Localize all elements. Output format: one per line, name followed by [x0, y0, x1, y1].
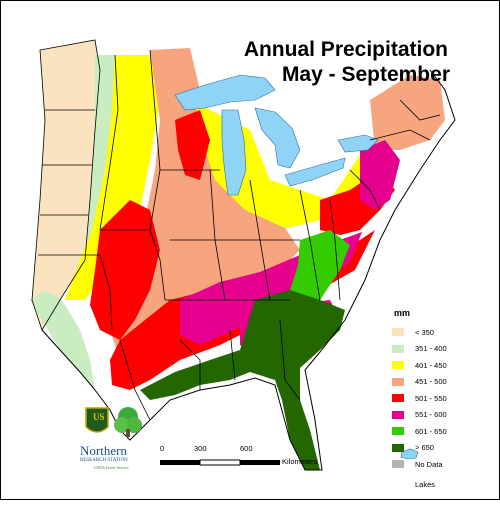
legend-item: 551 - 600 [392, 407, 492, 424]
legend-swatch [392, 394, 404, 403]
org-name-line2: RESEARCH STATION [80, 458, 128, 463]
legend-item: 601 - 650 [392, 423, 492, 440]
legend-label: 401 - 450 [415, 360, 447, 370]
legend-item: 351 - 400 [392, 341, 492, 358]
region-501-550 [90, 200, 160, 340]
region-501-550-mich [175, 110, 210, 180]
lake-huron [254, 107, 301, 169]
logos: US Northern RESEARCH STATION USDA Forest… [80, 405, 160, 475]
lake-michigan [221, 109, 247, 196]
legend-item: 401 - 450 [392, 357, 492, 374]
legend-label: No Data [415, 459, 443, 469]
region-451-500-ne [370, 75, 445, 150]
region-351-400-north [85, 55, 118, 260]
region-601-650 [290, 230, 350, 310]
legend-label: 451 - 500 [415, 377, 447, 387]
legend-title: mm [394, 308, 411, 318]
legend-label: < 350 [415, 327, 434, 337]
region-551-600-ne [360, 140, 400, 210]
coastline [41, 69, 456, 471]
org-name-line1: Northern [80, 443, 127, 458]
legend-item: < 350 [392, 324, 492, 341]
legend: mm < 350 351 - 400 401 - 450 451 - 500 5… [392, 308, 492, 493]
legend-swatch [392, 377, 404, 386]
legend-swatch [392, 460, 404, 469]
org-name-line3: USDA Forest Service [94, 465, 129, 470]
legend-label: 351 - 400 [415, 344, 447, 354]
region-351-400 [30, 290, 95, 390]
legend-lake-symbol [400, 448, 419, 460]
lake-erie [284, 157, 346, 187]
lake-icon [392, 481, 404, 489]
tree-logo-icon [114, 407, 142, 437]
agency-badge-text: US [93, 412, 105, 422]
region-401-450 [65, 55, 160, 300]
legend-swatch [392, 427, 404, 436]
legend-label: > 650 [415, 443, 434, 453]
scale-label-300: 300 [194, 444, 207, 453]
scale-unit: Kilometers [282, 457, 318, 466]
map-title-line2: May - September [281, 63, 450, 86]
legend-item: No Data [392, 456, 492, 473]
legend-swatch [392, 344, 404, 353]
legend-swatch [392, 410, 404, 419]
scale-bar: 0 300 600 Kilometers [160, 440, 320, 470]
scale-label-600: 600 [240, 444, 253, 453]
logo-graphics [85, 407, 142, 437]
lake-ontario [337, 134, 379, 153]
legend-item: 451 - 500 [392, 374, 492, 391]
region-gt650 [140, 290, 345, 470]
scale-label-0: 0 [160, 444, 165, 453]
legend-label: 501 - 550 [415, 393, 447, 403]
legend-swatch [392, 361, 404, 370]
legend-swatch [392, 443, 404, 452]
legend-item-lakes: Lakes [392, 477, 492, 494]
state-boundaries [31, 39, 441, 421]
map-title-line1: Annual Precipitation [243, 38, 448, 61]
lake-superior [174, 74, 276, 111]
legend-label-lakes: Lakes [415, 480, 436, 490]
forest-service-shield-icon [85, 407, 109, 433]
legend-swatch [392, 328, 404, 337]
legend-label: 551 - 600 [415, 410, 447, 420]
legend-label: 601 - 650 [415, 426, 447, 436]
scale-bar-graphic [160, 459, 280, 466]
legend-item: 501 - 550 [392, 390, 492, 407]
legend-item: > 650 [392, 440, 492, 457]
